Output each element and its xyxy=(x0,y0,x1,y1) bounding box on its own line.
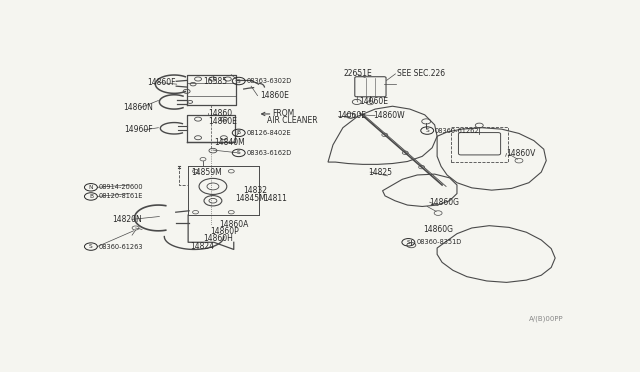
Text: A/(B)00PP: A/(B)00PP xyxy=(529,315,564,322)
Text: B: B xyxy=(237,130,241,135)
Text: 14859M: 14859M xyxy=(191,169,222,177)
Text: S: S xyxy=(237,78,241,84)
Text: 14845M: 14845M xyxy=(235,194,266,203)
Text: B: B xyxy=(89,194,93,199)
Text: 14860W: 14860W xyxy=(374,111,405,120)
Text: AIR CLEANER: AIR CLEANER xyxy=(268,116,318,125)
Text: 08360-61263: 08360-61263 xyxy=(99,244,143,250)
Text: 14060E: 14060E xyxy=(337,111,366,120)
Text: 14840M: 14840M xyxy=(214,138,244,147)
Text: 16585: 16585 xyxy=(203,77,227,86)
Text: FROM: FROM xyxy=(273,109,294,118)
Text: 14860G: 14860G xyxy=(423,225,453,234)
Text: 14860H: 14860H xyxy=(203,234,233,243)
Text: 14860E: 14860E xyxy=(260,91,289,100)
Text: 14860P: 14860P xyxy=(210,227,239,236)
Text: 08360-61262: 08360-61262 xyxy=(435,128,479,134)
Text: 08360-8351D: 08360-8351D xyxy=(416,239,461,245)
Text: S: S xyxy=(406,240,410,245)
Text: 14824: 14824 xyxy=(190,242,214,251)
Text: SEE SEC.226: SEE SEC.226 xyxy=(397,69,445,78)
Text: 14860G: 14860G xyxy=(429,198,460,207)
Text: 14860A: 14860A xyxy=(219,220,248,229)
Text: 08120-8161E: 08120-8161E xyxy=(99,193,143,199)
Text: 08126-8402E: 08126-8402E xyxy=(246,130,291,136)
Text: 08914-20600: 08914-20600 xyxy=(99,184,143,190)
Text: N: N xyxy=(89,185,93,190)
Text: 22651E: 22651E xyxy=(344,69,372,78)
Text: S: S xyxy=(237,150,241,155)
Text: 14860F: 14860F xyxy=(147,78,175,87)
Text: 14860N: 14860N xyxy=(124,103,154,112)
Text: S: S xyxy=(426,128,429,133)
Text: 08363-6162D: 08363-6162D xyxy=(246,150,292,156)
Text: 14860E: 14860E xyxy=(208,117,237,126)
Text: 08363-6302D: 08363-6302D xyxy=(246,78,292,84)
Text: 14811: 14811 xyxy=(264,194,287,203)
Text: 14060E: 14060E xyxy=(359,97,388,106)
Text: 14832: 14832 xyxy=(244,186,268,195)
Text: S: S xyxy=(89,244,93,249)
Text: 14820N: 14820N xyxy=(112,215,142,224)
Text: 14825: 14825 xyxy=(369,168,393,177)
Text: 14860: 14860 xyxy=(208,109,232,118)
Text: 14960F: 14960F xyxy=(125,125,153,135)
Text: 14860V: 14860V xyxy=(507,149,536,158)
